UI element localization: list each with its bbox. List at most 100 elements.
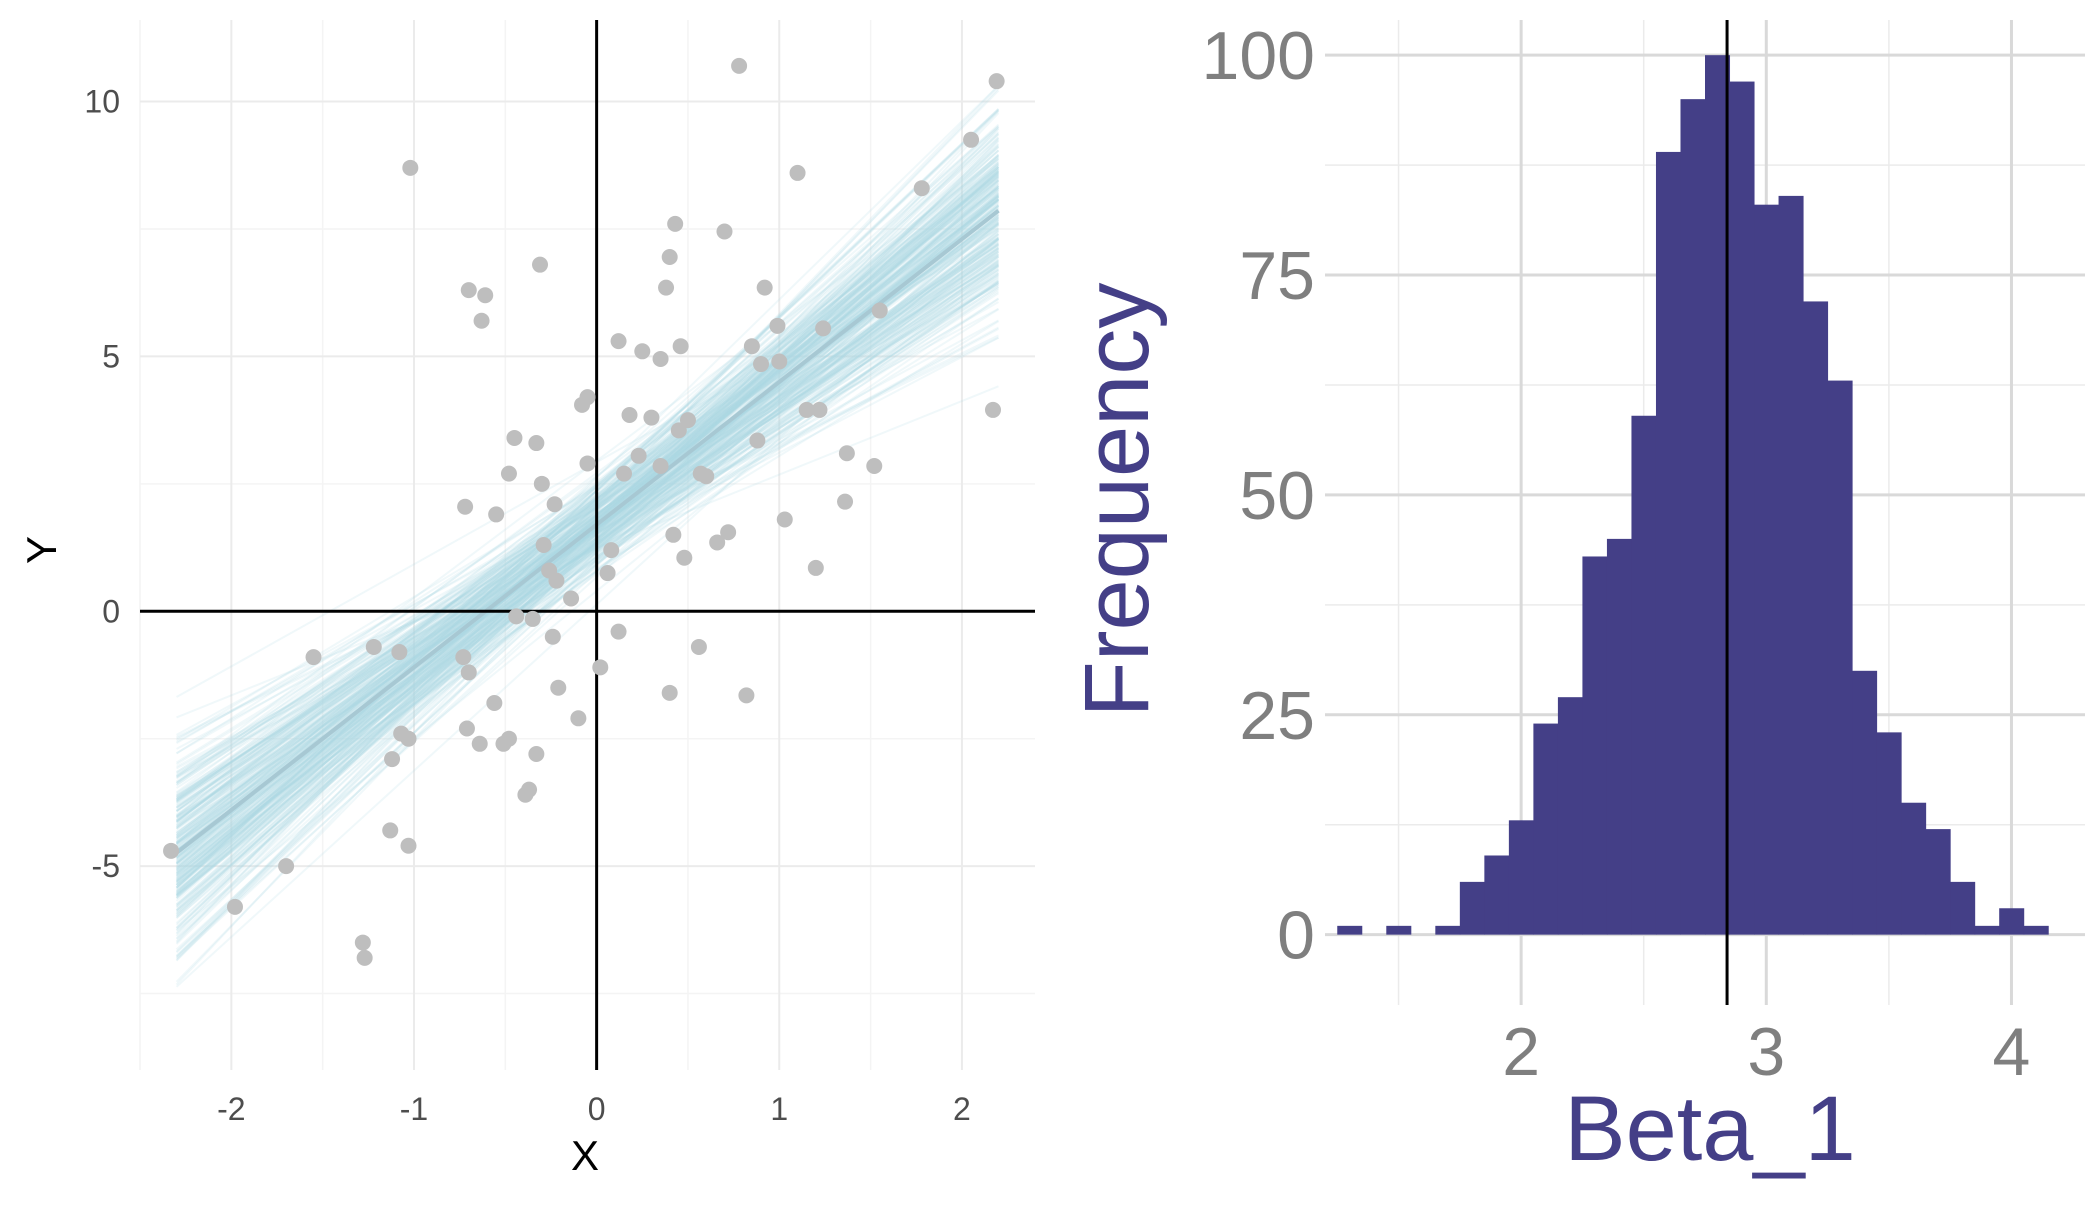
scatter-point (756, 279, 773, 296)
scatter-point (500, 730, 517, 747)
posterior-draw-line (175, 292, 1000, 820)
scatter-point (599, 565, 616, 582)
posterior-draw-line (175, 212, 1000, 878)
posterior-draw-line (175, 109, 1000, 891)
scatter-point (963, 131, 980, 148)
histogram-bar (1754, 204, 1780, 935)
scatter-point (749, 432, 766, 449)
posterior-draw-line (175, 188, 1000, 869)
scatter-point (544, 628, 561, 645)
posterior-draw-line (175, 199, 1000, 886)
scatter-point (690, 638, 707, 655)
scatter-point (665, 526, 682, 543)
posterior-draw-line (176, 253, 999, 764)
posterior-draw-line (175, 157, 1000, 830)
scatter-point (521, 781, 538, 798)
posterior-draw-line (175, 209, 1000, 887)
posterior-draw-line (175, 193, 1000, 954)
histogram-y-tick-label: 50 (1239, 458, 1315, 534)
histogram-bar (1827, 380, 1853, 935)
posterior-draw-line (175, 195, 1000, 818)
posterior-draw-line (175, 251, 1000, 856)
scatter-point (477, 287, 494, 304)
posterior-draw-line (175, 173, 1000, 817)
scatter-point (528, 435, 545, 452)
posterior-draw-line (175, 175, 1000, 784)
posterior-draw-line (175, 155, 1000, 850)
posterior-draw-line (175, 223, 1000, 895)
posterior-draw-line (175, 170, 1000, 877)
histogram-bar (1582, 556, 1608, 935)
scatter-point (871, 302, 888, 319)
scatter-point (743, 338, 760, 355)
posterior-draw-line (176, 274, 999, 755)
posterior-draw-line (175, 237, 1000, 801)
posterior-draw-line (175, 268, 1000, 809)
histogram-bar (1974, 925, 2000, 935)
scatter-point (661, 684, 678, 701)
scatter-point (488, 506, 505, 523)
posterior-draw-line (175, 223, 1000, 829)
posterior-fit-bundle (175, 84, 1000, 988)
scatter-point (913, 180, 930, 197)
posterior-draw-line (175, 210, 1000, 829)
posterior-draw-line (175, 174, 1000, 906)
scatter-y-tick-label: 10 (84, 84, 120, 120)
posterior-draw-line (175, 166, 1000, 889)
posterior-draw-line (175, 125, 1000, 845)
scatter-point (610, 333, 627, 350)
scatter-point (524, 610, 541, 627)
posterior-draw-line (175, 241, 1000, 786)
posterior-draw-line (175, 280, 1000, 852)
posterior-draw-line (175, 185, 1000, 885)
scatter-point (550, 679, 567, 696)
posterior-draw-line (175, 204, 1000, 840)
posterior-draw-line (175, 180, 1000, 876)
posterior-draw-line (175, 271, 1000, 802)
posterior-draw-line (175, 219, 1000, 826)
posterior-draw-line (175, 197, 1000, 846)
posterior-draw-line (175, 236, 1000, 834)
scatter-point (716, 223, 733, 240)
scatter-point (616, 465, 633, 482)
scatter-x-tick-label: -1 (400, 1091, 428, 1127)
posterior-draw-line (175, 198, 1000, 951)
scatter-point (471, 735, 488, 752)
posterior-draw-line (175, 280, 1000, 877)
posterior-draw-line (175, 247, 1000, 882)
scatter-point (570, 710, 587, 727)
scatter-point (676, 549, 693, 566)
posterior-draw-line (175, 173, 1000, 905)
scatter-point (400, 730, 417, 747)
posterior-draw-line (175, 200, 1000, 813)
posterior-draw-line (175, 110, 1000, 889)
histogram-bar (1386, 925, 1412, 935)
posterior-draw-line (175, 298, 1000, 819)
scatter-point (731, 57, 748, 74)
posterior-draw-line (175, 258, 1000, 780)
posterior-draw-line (175, 143, 1000, 945)
posterior-draw-line (175, 237, 1000, 860)
scatter-point (305, 649, 322, 666)
scatter-x-tick-label: 1 (770, 1091, 788, 1127)
scatter-point (667, 215, 684, 232)
posterior-draw-line (175, 198, 1000, 822)
posterior-draw-line (175, 248, 1000, 852)
posterior-draw-line (175, 254, 1000, 817)
posterior-draw-line (175, 178, 1000, 880)
posterior-draw-line (175, 205, 1000, 823)
posterior-draw-line (175, 243, 1000, 872)
posterior-draw-line (175, 195, 1000, 849)
posterior-draw-line (175, 168, 1000, 915)
scatter-point (753, 356, 770, 373)
scatter-point (630, 447, 647, 464)
histogram-bar (1999, 908, 2025, 935)
histogram-bar (1852, 670, 1878, 935)
posterior-draw-line (175, 179, 1000, 958)
scatter-y-tick-label: 0 (102, 593, 120, 629)
posterior-draw-line (175, 89, 1000, 935)
scatter-point (533, 475, 550, 492)
posterior-draw-line (175, 275, 1000, 806)
posterior-draw-line (175, 187, 1000, 823)
